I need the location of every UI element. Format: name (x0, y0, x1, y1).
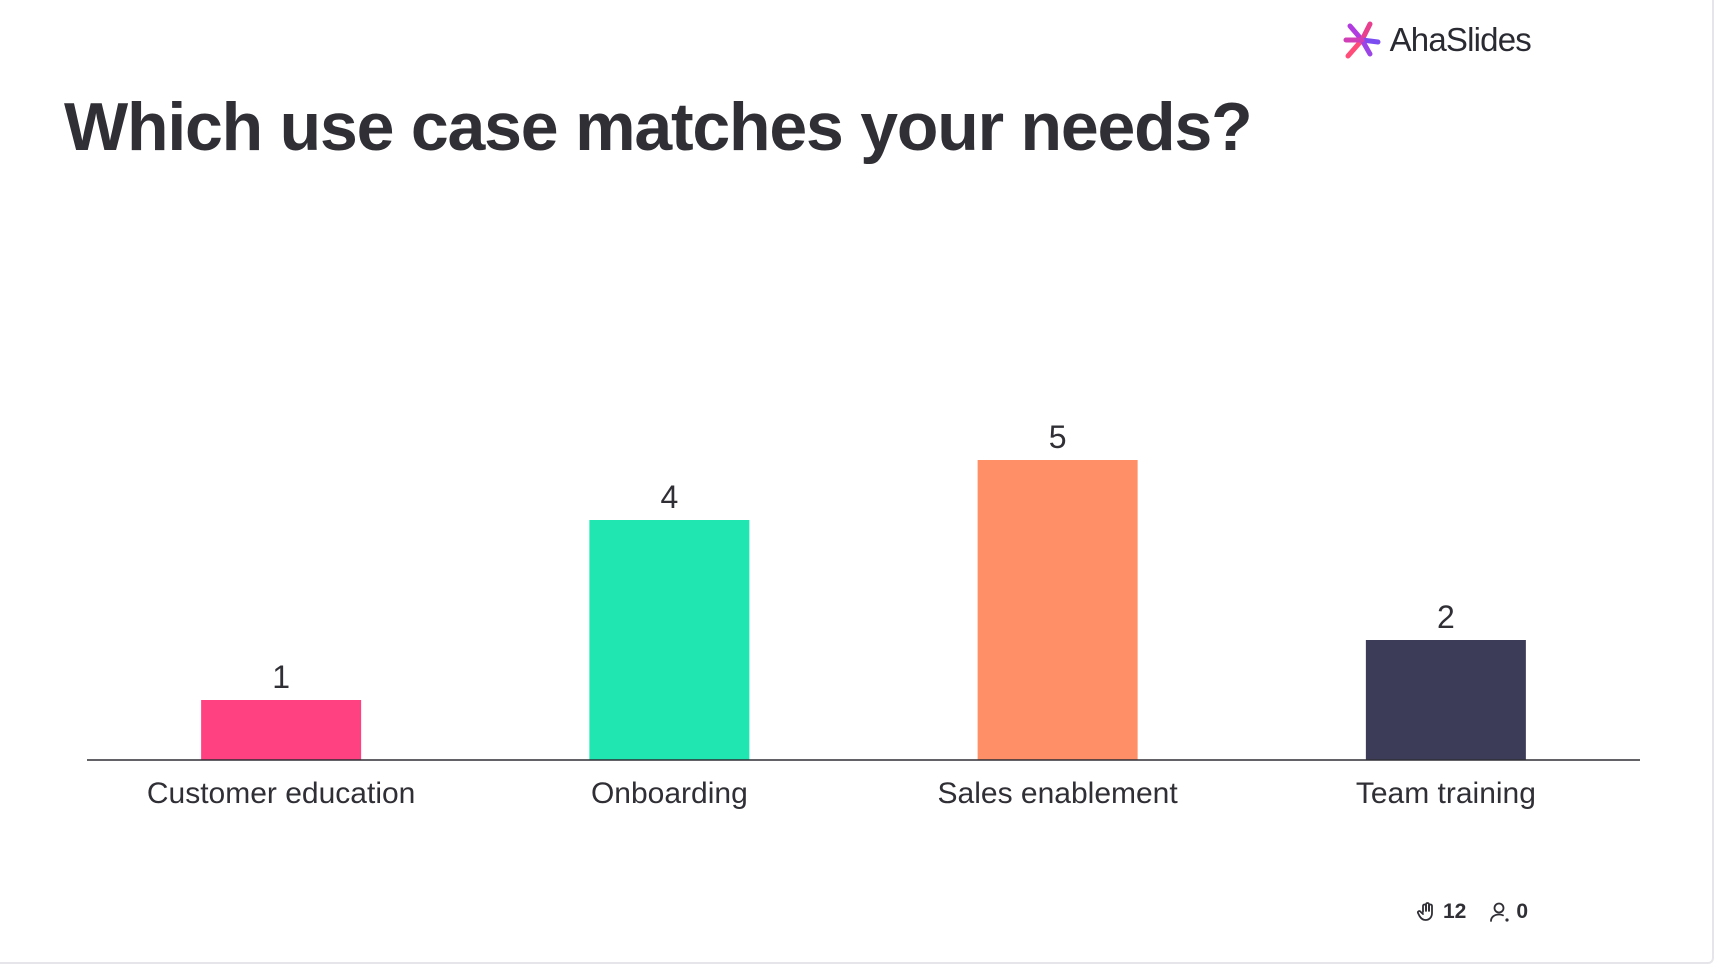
bar-onboarding (589, 520, 750, 760)
bar-customer-education (201, 700, 362, 760)
category-label-sales-enablement: Sales enablement (938, 777, 1179, 810)
data-label-team-training: 2 (1437, 599, 1455, 635)
category-label-onboarding: Onboarding (591, 777, 748, 810)
brand-name: AhaSlides (1389, 21, 1532, 58)
bar-team-training (1365, 640, 1526, 760)
participants-count: 0 (1516, 900, 1528, 923)
slide-footer: 12 0 (1415, 900, 1528, 924)
ahaslides-logo-icon (1343, 21, 1381, 59)
responses-count: 12 (1442, 900, 1467, 923)
data-label-customer-education: 1 (272, 659, 290, 695)
participants-stat: 0 (1488, 900, 1528, 924)
data-label-onboarding: 4 (660, 479, 678, 515)
data-label-sales-enablement: 5 (1049, 419, 1067, 455)
bar-sales-enablement (977, 460, 1138, 760)
responses-stat: 12 (1415, 900, 1466, 924)
question-title: Which use case matches your needs? (64, 89, 1253, 165)
hand-icon (1416, 902, 1433, 921)
category-label-team-training: Team training (1356, 777, 1536, 810)
category-label-customer-education: Customer education (147, 777, 415, 810)
brand-logo: AhaSlides (1340, 18, 1532, 62)
user-icon (1490, 902, 1509, 922)
